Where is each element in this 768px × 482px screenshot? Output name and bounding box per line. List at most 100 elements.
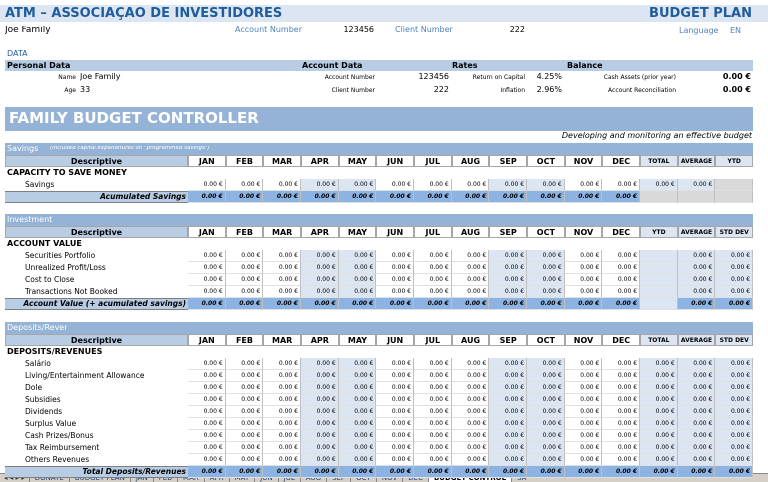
cell: 0.00 € [451, 250, 490, 262]
cell: 0.00 € [263, 442, 301, 454]
cell: 0.00 € [602, 406, 641, 418]
cell: 0.00 € [602, 298, 641, 310]
cell: 0.00 € [451, 262, 490, 274]
cell: 0.00 € [225, 286, 264, 298]
cell: 0.00 € [527, 382, 565, 394]
cell: 0.00 € [301, 274, 339, 286]
header-column: JAN [188, 155, 226, 167]
cell: 0.00 € [301, 250, 339, 262]
cell: 0.00 € [263, 406, 301, 418]
section-bar [5, 143, 753, 155]
header-column: OCT [527, 226, 565, 238]
cell [640, 286, 678, 298]
cell: 0.00 € [564, 370, 603, 382]
cell: 0.00 € [225, 191, 264, 203]
cell: 0.00 € [225, 298, 264, 310]
cell: 0.00 € [527, 394, 565, 406]
data-label: Account Number [324, 74, 375, 81]
cell: 0.00 € [338, 406, 377, 418]
row-label: Dividends [25, 407, 63, 416]
cell: 0.00 € [301, 442, 339, 454]
cell: 0.00 € [564, 430, 603, 442]
cell: 0.00 € [715, 274, 754, 286]
account-number: 123456 [343, 26, 374, 34]
cell: 0.00 € [414, 466, 452, 478]
total-label: Acumulated Savings [100, 192, 186, 201]
cell: 0.00 € [188, 442, 226, 454]
cell: 0.00 € [640, 418, 678, 430]
header-column: SEP [489, 334, 528, 346]
cell: 0.00 € [188, 382, 226, 394]
cell: 0.00 € [376, 298, 414, 310]
row-label: Surplus Value [25, 419, 77, 428]
cell: 0.00 € [301, 430, 339, 442]
row-label: Others Revenues [25, 455, 90, 464]
cell: 0.00 € [376, 370, 414, 382]
cell: 0.00 € [602, 286, 641, 298]
cell: 0.00 € [602, 418, 641, 430]
cell: 0.00 € [338, 418, 377, 430]
cell: 0.00 € [414, 274, 452, 286]
cell: 0.00 € [338, 250, 377, 262]
cell: 0.00 € [527, 442, 565, 454]
header-column: TOTAL [640, 155, 678, 167]
cell: 0.00 € [527, 454, 565, 466]
group-label: ACCOUNT VALUE [7, 240, 82, 248]
cell: 0.00 € [376, 274, 414, 286]
cell: 0.00 € [376, 418, 414, 430]
cell: 0.00 € [527, 179, 565, 191]
cell: 0.00 € [527, 191, 565, 203]
cell: 0.00 € [188, 370, 226, 382]
cell: 0.00 € [376, 430, 414, 442]
section-bar [5, 214, 753, 226]
cell: 0.00 € [564, 442, 603, 454]
cell: 0.00 € [527, 418, 565, 430]
cell [640, 298, 678, 310]
cell: 0.00 € [263, 370, 301, 382]
cell: 0.00 € [263, 179, 301, 191]
cell: 0.00 € [301, 466, 339, 478]
cell: 0.00 € [677, 430, 716, 442]
cell: 0.00 € [188, 394, 226, 406]
cell: 0.00 € [489, 382, 528, 394]
cell: 0.00 € [489, 454, 528, 466]
cell: 0.00 € [338, 298, 377, 310]
group-label: CAPACITY TO SAVE MONEY [7, 169, 127, 177]
cell: 0.00 € [640, 430, 678, 442]
cell: 0.00 € [677, 466, 716, 478]
cell: 0.00 € [489, 298, 528, 310]
cell: 0.00 € [715, 286, 754, 298]
data-value: 0.00 € [722, 73, 751, 81]
header-descriptive: Descriptive [5, 155, 188, 167]
cell: 0.00 € [225, 418, 264, 430]
header-column: DEC [602, 226, 641, 238]
cell: 0.00 € [527, 370, 565, 382]
cell: 0.00 € [188, 466, 226, 478]
cell: 0.00 € [489, 262, 528, 274]
cell: 0.00 € [677, 370, 716, 382]
cell: 0.00 € [489, 394, 528, 406]
cell: 0.00 € [564, 250, 603, 262]
cell [640, 191, 678, 203]
cell: 0.00 € [225, 394, 264, 406]
cell: 0.00 € [301, 406, 339, 418]
cell: 0.00 € [188, 191, 226, 203]
org-title: ATM – ASSOCIAÇÃO DE INVESTIDORES [5, 7, 283, 20]
cell: 0.00 € [414, 298, 452, 310]
cell: 0.00 € [263, 466, 301, 478]
header-column: JUL [414, 155, 452, 167]
cell: 0.00 € [677, 382, 716, 394]
cell: 0.00 € [564, 274, 603, 286]
data-label: Name [58, 74, 76, 81]
header-column: MAY [338, 226, 377, 238]
data-value: 222 [433, 86, 449, 94]
cell: 0.00 € [188, 262, 226, 274]
cell: 0.00 € [489, 418, 528, 430]
cell: 0.00 € [489, 430, 528, 442]
header-column: STD DEV [715, 334, 754, 346]
header-column: NOV [564, 155, 603, 167]
cell: 0.00 € [451, 191, 490, 203]
data-label: Cash Assets (prior year) [603, 74, 676, 81]
cell: 0.00 € [376, 406, 414, 418]
cell: 0.00 € [677, 358, 716, 370]
